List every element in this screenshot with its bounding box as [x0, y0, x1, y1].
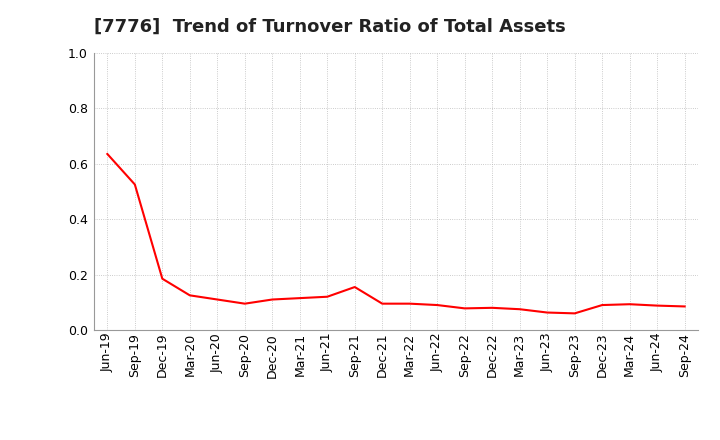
Text: [7776]  Trend of Turnover Ratio of Total Assets: [7776] Trend of Turnover Ratio of Total …: [94, 18, 565, 36]
